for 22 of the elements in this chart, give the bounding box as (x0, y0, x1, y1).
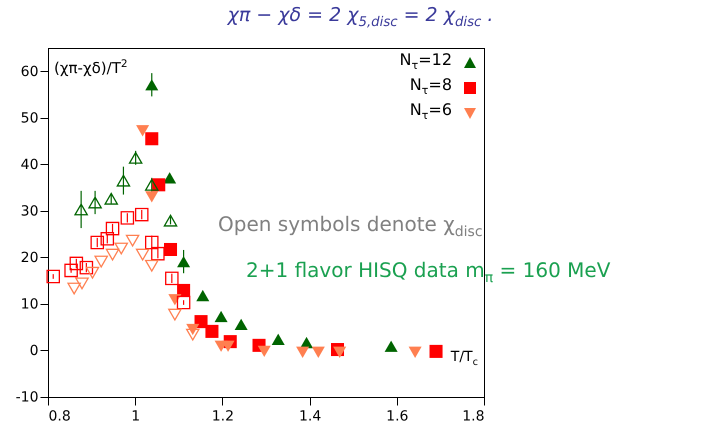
y-tick-label: 20 (20, 250, 38, 266)
y-axis-title: (χπ-χδ)/T$^{2}$ (54, 58, 128, 77)
legend-label: N$_{τ}$=6 (410, 100, 452, 125)
x-tick-label: 1.8 (462, 408, 484, 424)
annotation: Open symbols denote χ$_{disc}$ (218, 212, 483, 240)
legend-label: N$_{τ}$=8 (410, 75, 452, 100)
y-tick-label: -10 (16, 390, 38, 406)
x-tick-label: 1.2 (212, 408, 234, 424)
y-tick-label: 50 (20, 110, 38, 126)
x-tick-label: 1.6 (386, 408, 409, 424)
y-tick-label: 60 (20, 64, 38, 80)
annotation: 2+1 flavor HISQ data m$_{π}$ = 160 MeV (246, 258, 610, 286)
x-tick-label: 0.8 (48, 408, 71, 424)
x-tick-label: 1 (131, 408, 140, 424)
chart-title: χπ − χδ = 2 χ$_{5,disc}$ = 2 χ$_{disc}$ . (226, 4, 494, 30)
y-tick-label: 40 (20, 156, 38, 173)
legend-label: N$_{τ}$=12 (400, 50, 452, 74)
y-tick-label: 0 (30, 342, 38, 359)
y-tick-label: 30 (20, 203, 38, 220)
y-tick-label: 10 (20, 296, 38, 312)
x-axis-title: T/T$_{c}$ (450, 349, 478, 368)
x-tick-label: 1.4 (298, 408, 322, 424)
